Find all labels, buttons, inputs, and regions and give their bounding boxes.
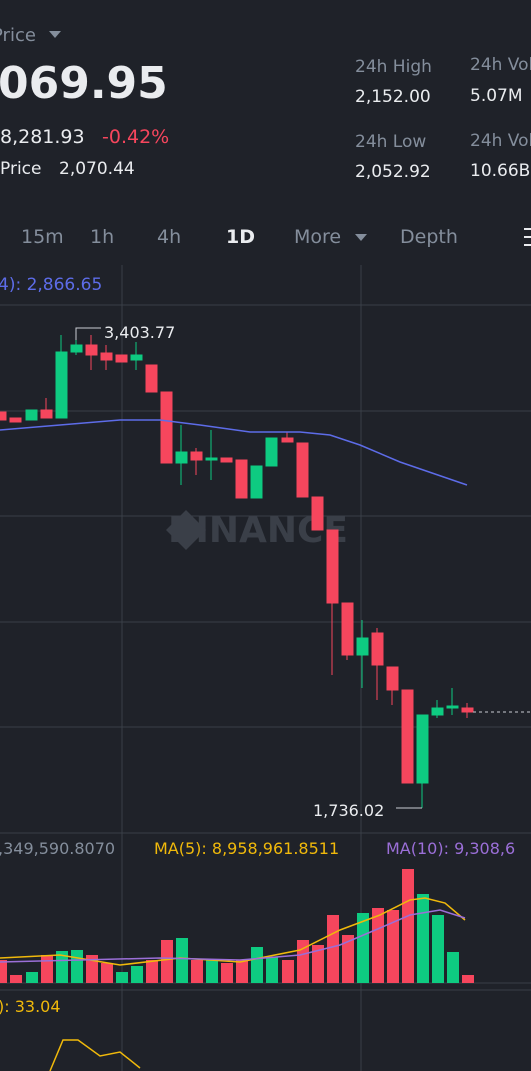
mark-price-label: Price [0,159,42,179]
price-change: -0.42% [102,126,170,148]
stat-label: 24h Low [355,132,427,152]
ma-label: 4): 2,866.65 [0,275,102,295]
tab[interactable]: 4h [157,226,182,248]
ma10-line [0,909,466,963]
stat-value: 10.66B [470,161,531,181]
stat-value: 2,152.00 [355,87,431,107]
stat-value: 2,052.92 [355,162,431,182]
ma5-line [0,897,466,966]
candles [0,335,474,808]
ma-line [0,419,468,486]
high-pointer [75,327,101,340]
settings-icon[interactable] [524,226,531,250]
low-label: 1,736.02 [313,801,384,820]
tab[interactable]: 1h [90,226,115,248]
dropdown-icon [49,31,61,38]
stat-label: 24h Vol [470,131,531,151]
ma5-label: MA(5): 8,958,961.8511 [154,839,339,858]
volume-label: ,349,590.8070 [0,839,115,858]
usd-price: 8,281.93 [0,126,85,148]
ma10-label: MA(10): 9,308,6 [386,839,515,858]
high-label: 3,403.77 [104,323,175,342]
tab[interactable]: 15m [21,226,64,248]
last-price: 069.95 [0,58,168,109]
stat-label: 24h Vol [470,55,531,75]
watermark-logo [166,510,206,550]
dropdown-icon [355,234,367,241]
tab[interactable]: Depth [400,226,458,248]
stat-value: 5.07M [470,86,523,106]
mark-price: 2,070.44 [59,159,135,179]
volume-bars [0,869,474,983]
stat-label: 24h High [355,57,432,77]
price-label[interactable]: Price [0,25,36,46]
tab-active[interactable]: 1D [226,226,255,248]
rsi-label: ): 33.04 [0,997,61,1016]
rsi-line [49,1039,141,1071]
tab[interactable]: More [294,226,342,248]
